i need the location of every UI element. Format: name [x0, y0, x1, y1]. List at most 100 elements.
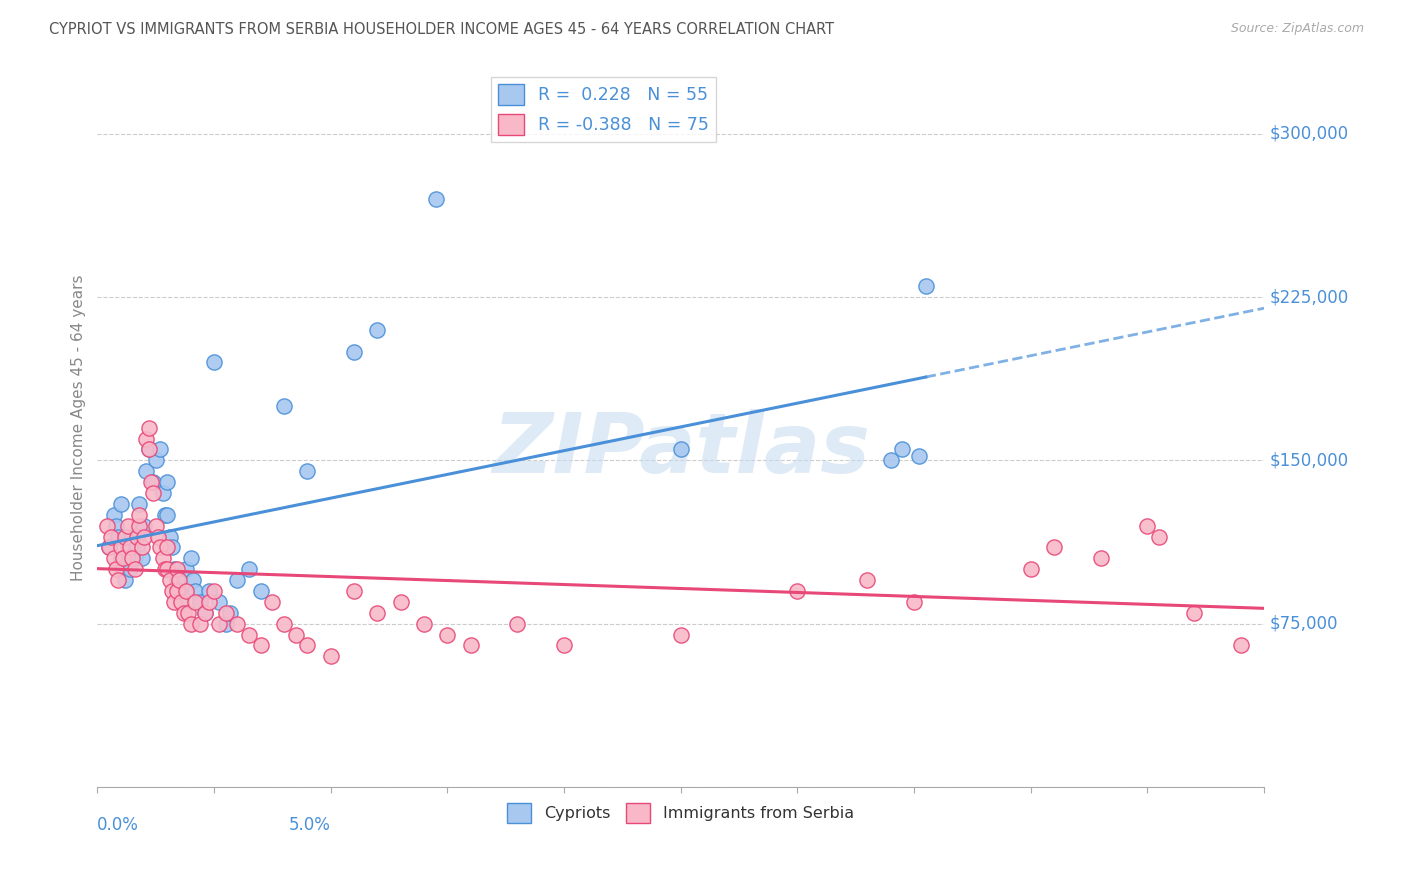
Text: 5.0%: 5.0% [288, 815, 330, 834]
Point [156, 508, 179, 522]
Point [156, 475, 179, 490]
Point [152, 486, 174, 500]
Point [1090, 551, 1112, 566]
Point [105, 562, 128, 576]
Point [138, 442, 160, 457]
Point [103, 508, 125, 522]
Point [124, 562, 146, 576]
Point [145, 453, 167, 467]
Point [226, 573, 249, 587]
Point [111, 562, 134, 576]
Point [173, 606, 195, 620]
Point [149, 541, 172, 555]
Point [1043, 541, 1066, 555]
Point [202, 584, 225, 599]
Point [124, 551, 146, 566]
Point [138, 421, 160, 435]
Legend: Cypriots, Immigrants from Serbia: Cypriots, Immigrants from Serbia [501, 797, 860, 830]
Point [121, 551, 143, 566]
Point [142, 486, 165, 500]
Point [125, 541, 148, 555]
Point [160, 584, 183, 599]
Point [131, 541, 153, 555]
Point [110, 497, 132, 511]
Point [111, 551, 134, 566]
Point [669, 442, 692, 457]
Point [319, 649, 342, 664]
Point [142, 475, 165, 490]
Point [135, 432, 157, 446]
Point [177, 606, 200, 620]
Point [159, 573, 181, 587]
Point [167, 573, 190, 587]
Point [139, 475, 162, 490]
Point [914, 279, 936, 293]
Point [149, 442, 172, 457]
Point [166, 562, 188, 576]
Text: $150,000: $150,000 [1270, 451, 1350, 469]
Point [174, 562, 197, 576]
Point [121, 530, 143, 544]
Text: $225,000: $225,000 [1270, 288, 1350, 306]
Point [188, 595, 211, 609]
Point [202, 355, 225, 369]
Point [110, 541, 132, 555]
Point [166, 573, 188, 587]
Point [1182, 606, 1205, 620]
Point [107, 530, 129, 544]
Point [156, 562, 179, 576]
Point [891, 442, 914, 457]
Text: $75,000: $75,000 [1270, 615, 1339, 632]
Point [669, 627, 692, 641]
Point [107, 573, 129, 587]
Point [215, 606, 238, 620]
Point [389, 595, 412, 609]
Point [118, 541, 141, 555]
Point [96, 518, 118, 533]
Point [170, 595, 193, 609]
Point [125, 530, 148, 544]
Text: 0.0%: 0.0% [97, 815, 139, 834]
Point [1229, 639, 1251, 653]
Point [131, 551, 153, 566]
Point [343, 344, 366, 359]
Point [132, 518, 155, 533]
Point [907, 449, 929, 463]
Point [786, 584, 808, 599]
Point [163, 562, 186, 576]
Point [273, 616, 295, 631]
Point [208, 616, 231, 631]
Point [152, 551, 174, 566]
Point [174, 584, 197, 599]
Point [98, 541, 121, 555]
Point [284, 627, 307, 641]
Point [110, 551, 132, 566]
Point [138, 442, 160, 457]
Point [366, 323, 388, 337]
Point [219, 606, 242, 620]
Point [103, 551, 125, 566]
Point [262, 595, 284, 609]
Point [1019, 562, 1042, 576]
Point [181, 573, 204, 587]
Point [184, 584, 207, 599]
Point [114, 573, 136, 587]
Point [180, 616, 202, 631]
Point [506, 616, 529, 631]
Point [135, 464, 157, 478]
Text: Source: ZipAtlas.com: Source: ZipAtlas.com [1230, 22, 1364, 36]
Y-axis label: Householder Income Ages 45 - 64 years: Householder Income Ages 45 - 64 years [72, 275, 86, 581]
Point [194, 606, 217, 620]
Point [118, 562, 141, 576]
Point [880, 453, 903, 467]
Point [198, 595, 221, 609]
Point [238, 562, 260, 576]
Text: CYPRIOT VS IMMIGRANTS FROM SERBIA HOUSEHOLDER INCOME AGES 45 - 64 YEARS CORRELAT: CYPRIOT VS IMMIGRANTS FROM SERBIA HOUSEH… [49, 22, 834, 37]
Point [249, 584, 271, 599]
Point [180, 551, 202, 566]
Point [856, 573, 879, 587]
Point [436, 627, 458, 641]
Text: ZIPatlas: ZIPatlas [492, 409, 870, 490]
Point [553, 639, 575, 653]
Point [114, 530, 136, 544]
